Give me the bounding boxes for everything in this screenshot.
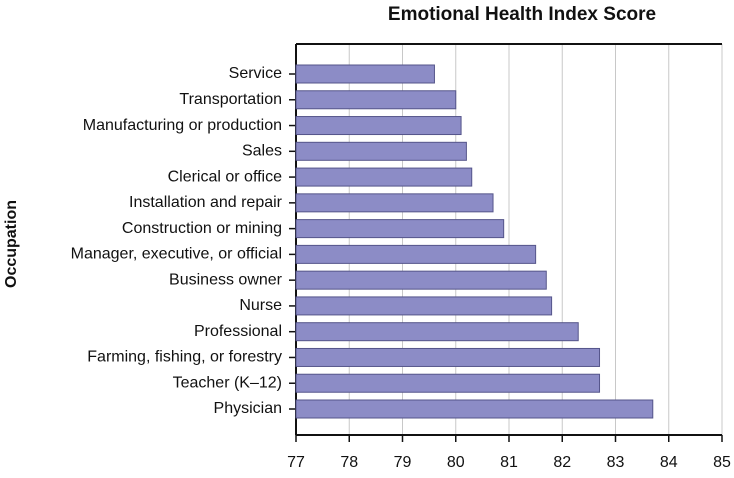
chart-title: Emotional Health Index Score [388,4,656,25]
bar [295,322,579,342]
x-tick-label: 79 [394,454,412,471]
y-tick-label: Business owner [169,271,283,288]
bar [295,90,457,110]
bar [295,399,654,419]
y-tick-label: Physician [214,400,282,417]
x-tick-label: 84 [660,454,678,471]
y-tick-label: Teacher (K–12) [173,374,282,391]
y-axis-label: Occupation [3,200,20,288]
bar [295,373,601,393]
x-tick-label: 82 [553,454,571,471]
bar [295,244,537,264]
bar [295,193,494,213]
bar [295,64,435,84]
bar [295,141,467,161]
y-tick-label: Sales [242,143,282,160]
y-tick-label: Transportation [179,91,282,108]
bar [295,270,547,290]
y-tick-label: Professional [194,323,282,340]
x-tick-label: 77 [287,454,305,471]
bar [295,219,505,239]
bar [295,116,462,136]
x-tick-label: 85 [713,454,731,471]
y-tick-label: Farming, fishing, or forestry [87,349,282,366]
y-tick-label: Manufacturing or production [83,117,282,134]
y-tick-label: Construction or mining [122,220,282,237]
y-tick-label: Nurse [239,297,282,314]
y-tick-label: Installation and repair [129,194,283,211]
x-tick-label: 83 [607,454,625,471]
bar [295,167,473,187]
bar [295,347,601,367]
x-tick-label: 81 [500,454,518,471]
y-tick-label: Clerical or office [168,168,283,185]
y-tick-label: Service [229,65,282,82]
y-tick-label: Manager, executive, or official [71,246,282,263]
x-tick-label: 80 [447,454,465,471]
bar [295,296,553,316]
x-tick-label: 78 [340,454,358,471]
